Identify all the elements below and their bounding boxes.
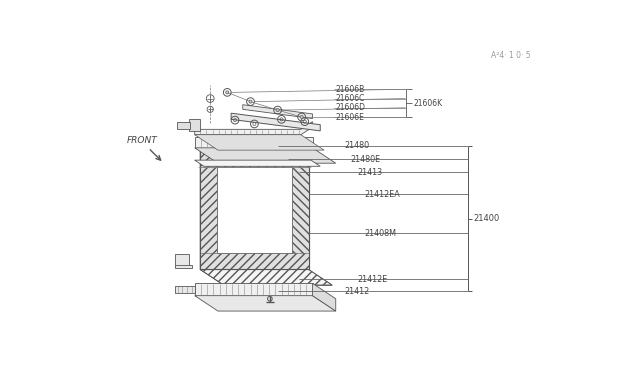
Text: 21606B: 21606B [336, 85, 365, 94]
Circle shape [276, 109, 279, 112]
Text: 21408M: 21408M [364, 229, 396, 238]
Polygon shape [195, 296, 336, 311]
Circle shape [226, 91, 229, 94]
Text: 21606D: 21606D [336, 103, 365, 112]
Polygon shape [200, 253, 308, 269]
Polygon shape [243, 105, 312, 119]
Polygon shape [200, 269, 332, 285]
Polygon shape [200, 150, 308, 269]
Polygon shape [217, 167, 292, 253]
Text: 21413: 21413 [358, 168, 383, 177]
Polygon shape [175, 265, 193, 268]
Text: 21606K: 21606K [413, 99, 442, 108]
Text: 21480E: 21480E [351, 155, 381, 164]
Text: 21400: 21400 [474, 214, 500, 223]
Polygon shape [195, 122, 312, 135]
Polygon shape [200, 150, 217, 269]
Text: 21412: 21412 [344, 286, 369, 295]
Polygon shape [195, 283, 312, 296]
Polygon shape [195, 148, 336, 163]
Text: 21480: 21480 [344, 141, 369, 150]
Text: FRONT: FRONT [127, 136, 157, 145]
Text: 21606C: 21606C [336, 94, 365, 103]
Text: 21412E: 21412E [358, 275, 388, 284]
Polygon shape [195, 135, 324, 150]
Polygon shape [189, 119, 200, 131]
Polygon shape [177, 122, 190, 129]
Polygon shape [175, 286, 195, 294]
Polygon shape [200, 150, 223, 285]
Polygon shape [195, 137, 312, 148]
Circle shape [249, 100, 252, 103]
Polygon shape [292, 150, 308, 269]
Polygon shape [175, 254, 189, 266]
Polygon shape [195, 160, 320, 166]
Text: 21606E: 21606E [336, 112, 365, 122]
Polygon shape [312, 283, 336, 311]
Text: 21412EA: 21412EA [364, 189, 400, 199]
Polygon shape [231, 113, 320, 131]
Text: A²4· 1 0· 5: A²4· 1 0· 5 [491, 51, 531, 60]
Polygon shape [200, 150, 308, 167]
Circle shape [300, 115, 303, 119]
